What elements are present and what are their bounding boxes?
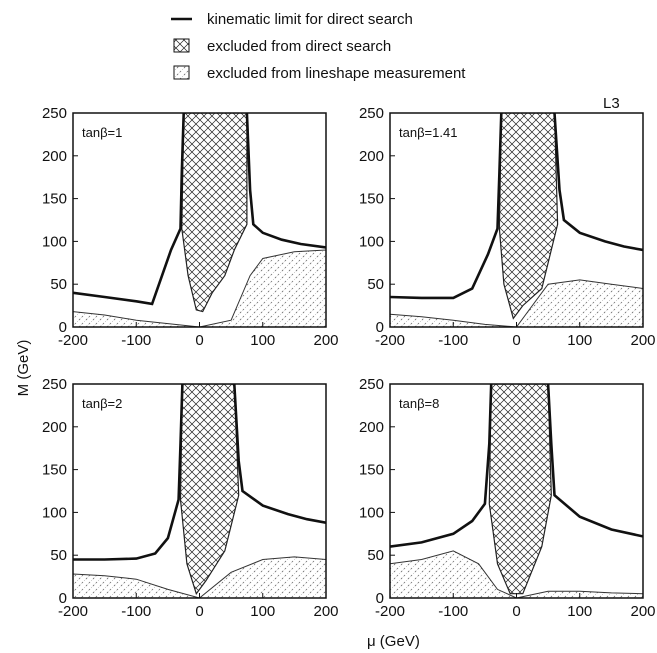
x-tick-label: -200 — [375, 332, 405, 349]
kinematic-limit-right — [546, 384, 643, 538]
plot-area — [73, 113, 326, 327]
x-tick-label: 100 — [250, 332, 275, 349]
kinematic-limit-left — [73, 384, 184, 561]
plot-area — [390, 113, 643, 327]
y-tick-label: 250 — [359, 376, 384, 393]
panel-label: tanβ=2 — [82, 396, 122, 411]
x-tick-label: 200 — [313, 603, 338, 620]
x-tick-label: -200 — [58, 332, 88, 349]
y-axis-label: M (GeV) — [15, 340, 32, 397]
kinematic-limit-left — [73, 113, 185, 306]
legend-hatch-symbol — [173, 65, 190, 80]
x-tick-label: -100 — [121, 332, 151, 349]
panel-2: -200 -100 0 100 200 0 50 100 150 200 250 tanβ=1.41 — [359, 105, 656, 349]
x-tick-label: -200 — [58, 603, 88, 620]
panel-4: -200 -100 0 100 200 0 50 100 150 200 250 tanβ=8 — [359, 376, 656, 620]
y-tick-label: 250 — [359, 105, 384, 122]
y-tick-label: 100 — [359, 233, 384, 250]
plot-area — [390, 384, 643, 598]
y-tick-label: 200 — [359, 419, 384, 436]
x-tick-label: 0 — [512, 332, 520, 349]
x-tick-label: -100 — [121, 603, 151, 620]
y-tick-label: 150 — [42, 462, 67, 479]
legend-item-kinematic: kinematic limit for direct search — [207, 11, 413, 28]
kinematic-limit-left — [390, 384, 493, 548]
kinematic-limit-left — [390, 113, 503, 300]
y-tick-label: 200 — [359, 148, 384, 165]
x-tick-label: -100 — [438, 332, 468, 349]
experiment-tag: L3 — [603, 95, 620, 112]
y-tick-label: 50 — [367, 547, 384, 564]
panel-1: -200 -100 0 100 200 0 50 100 150 200 250 tanβ=1 — [42, 105, 339, 349]
lineshape-excluded-region — [390, 550, 643, 598]
legend: kinematic limit for direct search exclud… — [171, 11, 466, 82]
x-tick-label: 0 — [512, 603, 520, 620]
x-tick-label: 200 — [630, 332, 655, 349]
y-tick-label: 150 — [359, 191, 384, 208]
y-tick-label: 50 — [367, 276, 384, 293]
legend-item-direct: excluded from direct search — [207, 38, 391, 55]
legend-crosshatch-symbol — [173, 38, 190, 53]
y-tick-label: 0 — [376, 590, 384, 607]
direct-search-excluded-region — [181, 113, 248, 313]
y-tick-label: 0 — [59, 590, 67, 607]
y-tick-label: 100 — [42, 504, 67, 521]
y-tick-label: 0 — [376, 319, 384, 336]
y-tick-label: 100 — [359, 504, 384, 521]
x-axis-label: μ (GeV) — [367, 633, 420, 650]
panels: -200 -100 0 100 200050100150200250tanβ=1-200… — [42, 105, 656, 620]
direct-search-excluded-region — [488, 384, 552, 595]
y-tick-label: 0 — [59, 319, 67, 336]
panel-label: tanβ=1 — [82, 125, 122, 140]
y-tick-label: 50 — [50, 547, 67, 564]
x-tick-label: 0 — [195, 332, 203, 349]
kinematic-limit-right — [245, 113, 326, 249]
plot-area — [73, 384, 326, 598]
x-tick-label: -200 — [375, 603, 405, 620]
x-tick-label: 0 — [195, 603, 203, 620]
x-tick-label: 100 — [250, 603, 275, 620]
kinematic-limit-right — [233, 384, 326, 524]
direct-search-excluded-region — [179, 384, 240, 596]
y-tick-label: 250 — [42, 105, 67, 122]
panel-label: tanβ=1.41 — [399, 125, 457, 140]
y-tick-label: 200 — [42, 419, 67, 436]
y-tick-label: 50 — [50, 276, 67, 293]
panel-label: tanβ=8 — [399, 396, 439, 411]
kinematic-limit-right — [553, 113, 643, 252]
y-tick-label: 100 — [42, 233, 67, 250]
y-tick-label: 200 — [42, 148, 67, 165]
lineshape-excluded-region — [73, 556, 326, 598]
x-tick-label: -100 — [438, 603, 468, 620]
x-tick-label: 200 — [630, 603, 655, 620]
x-tick-label: 200 — [313, 332, 338, 349]
lineshape-excluded-region — [390, 279, 643, 327]
lineshape-excluded-region — [73, 249, 326, 327]
x-tick-label: 100 — [567, 332, 592, 349]
y-tick-label: 150 — [42, 191, 67, 208]
y-tick-label: 150 — [359, 462, 384, 479]
direct-search-excluded-region — [498, 113, 559, 320]
y-tick-label: 250 — [42, 376, 67, 393]
panel-3: -200 -100 0 100 200 0 50 100 150 200 250 tanβ=2 — [42, 376, 339, 620]
legend-item-lineshape: excluded from lineshape measurement — [207, 65, 466, 82]
x-tick-label: 100 — [567, 603, 592, 620]
